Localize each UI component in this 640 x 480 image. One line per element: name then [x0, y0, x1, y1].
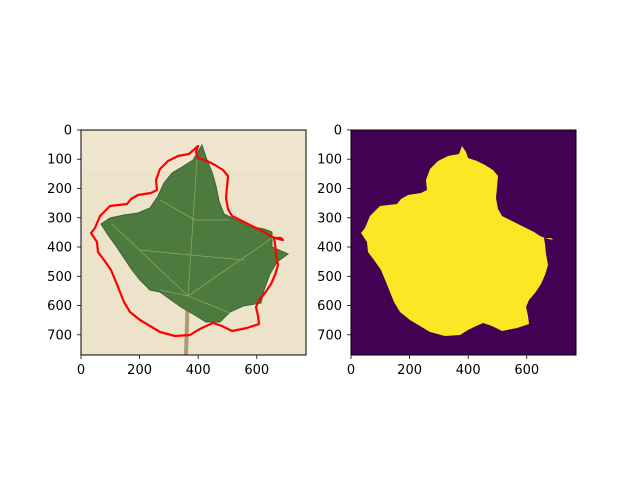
left-x-ticks	[80, 355, 258, 359]
left-ytick-3: 300	[47, 211, 72, 226]
left-y-tick-labels: 0 100 200 300 400 500 600 700	[47, 124, 72, 344]
mask-foreground	[361, 146, 553, 336]
left-axes-frame	[80, 129, 307, 356]
left-ytick-0: 0	[64, 124, 72, 139]
right-xtick-1: 200	[397, 363, 422, 378]
right-x-tick-labels: 0 200 400 600	[347, 363, 539, 378]
left-xtick-0: 0	[77, 363, 85, 378]
right-axes-frame	[350, 129, 577, 356]
left-ytick-4: 400	[47, 241, 72, 256]
left-y-ticks	[77, 129, 81, 336]
left-panel: 0 100 200 300 400 500 600 700 0 200 400 …	[47, 124, 307, 378]
right-xtick-3: 600	[514, 363, 539, 378]
right-ytick-5: 500	[317, 270, 342, 285]
left-xtick-1: 200	[127, 363, 152, 378]
left-xtick-2: 400	[186, 363, 211, 378]
leaf-veins	[111, 159, 273, 314]
left-ytick-5: 500	[47, 270, 72, 285]
left-xtick-3: 600	[244, 363, 269, 378]
right-panel: 0 100 200 300 400 500 600 700 0 200 400 …	[317, 124, 577, 378]
right-ytick-2: 200	[317, 182, 342, 197]
right-ytick-4: 400	[317, 241, 342, 256]
left-ytick-7: 700	[47, 328, 72, 343]
red-contour	[89, 144, 285, 338]
right-ytick-7: 700	[317, 328, 342, 343]
right-xtick-2: 400	[456, 363, 481, 378]
leaf-shape	[100, 143, 289, 323]
right-xtick-0: 0	[347, 363, 355, 378]
left-ytick-6: 600	[47, 299, 72, 314]
right-y-tick-labels: 0 100 200 300 400 500 600 700	[317, 124, 342, 344]
right-y-ticks	[347, 129, 351, 336]
left-x-tick-labels: 0 200 400 600	[77, 363, 269, 378]
right-ytick-1: 100	[317, 153, 342, 168]
right-ytick-6: 600	[317, 299, 342, 314]
left-ytick-1: 100	[47, 153, 72, 168]
right-ytick-0: 0	[334, 124, 342, 139]
left-ytick-2: 200	[47, 182, 72, 197]
right-ytick-3: 300	[317, 211, 342, 226]
right-x-ticks	[350, 355, 528, 359]
